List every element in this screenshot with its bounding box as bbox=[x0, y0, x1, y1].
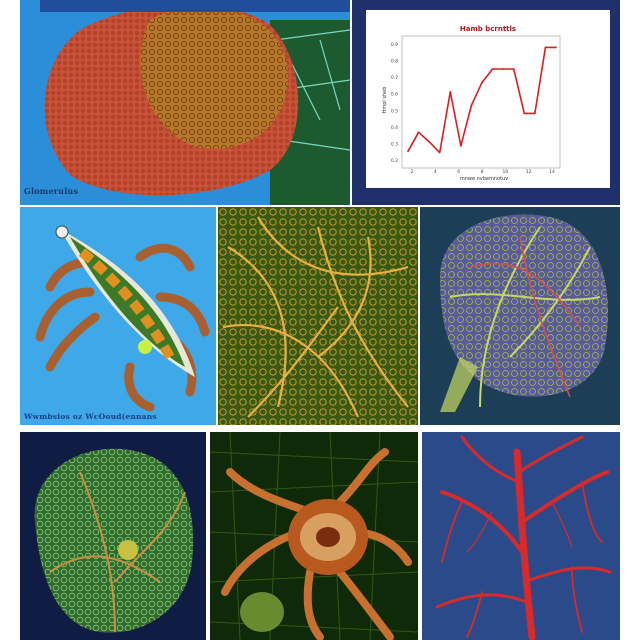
chart-data-point bbox=[502, 68, 505, 70]
chart-y-tick-label: 0.2 bbox=[391, 158, 398, 164]
chart-y-tick-label: 0.3 bbox=[391, 141, 398, 147]
red-vessels-illustration bbox=[422, 432, 620, 640]
chart-x-tick-label: 8 bbox=[481, 169, 484, 175]
green-network-illustration bbox=[20, 432, 206, 640]
chart-x-tick-label: 2 bbox=[411, 169, 414, 175]
chart-data-point bbox=[544, 46, 547, 49]
vein-network-image bbox=[420, 207, 620, 425]
chart-data-point bbox=[470, 104, 473, 107]
chart-title: Hamb bcrnttls bbox=[460, 25, 516, 33]
kidney-tissue-image: Glomerulus bbox=[20, 0, 350, 205]
chart-y-tick-label: 0.4 bbox=[391, 125, 398, 131]
line-chart-panel: Hamb bcrnttls Hmpl sheb mnwe nvbemnotuv … bbox=[352, 0, 620, 205]
golden-network-image bbox=[218, 207, 418, 425]
line-chart: Hamb bcrnttls Hmpl sheb mnwe nvbemnotuv … bbox=[352, 0, 620, 205]
golden-cell-illustration bbox=[210, 432, 418, 640]
kidney-tissue-illustration bbox=[20, 0, 350, 205]
chart-background bbox=[366, 10, 610, 188]
chart-x-tick-label: 6 bbox=[457, 169, 460, 175]
chart-plot-frame bbox=[401, 35, 561, 169]
chart-x-tick-label: 10 bbox=[502, 169, 508, 175]
chart-y-tick-label: 0.6 bbox=[391, 92, 398, 98]
chart-data-point bbox=[438, 151, 441, 154]
chart-data-point bbox=[428, 140, 431, 143]
chart-x-tick-label: 12 bbox=[526, 169, 532, 175]
chart-y-tick-label: 0.8 bbox=[391, 59, 398, 65]
chart-data-point bbox=[417, 131, 420, 134]
golden-cell-image bbox=[210, 432, 418, 640]
organism-caption: Wwmbsios oz WcOoud(ennans bbox=[24, 412, 157, 421]
chart-data-point bbox=[459, 144, 462, 147]
chart-x-label: mnwe nvbemnotuv bbox=[460, 176, 508, 182]
chart-data-point bbox=[449, 90, 452, 93]
chart-y-tick-label: 0.5 bbox=[391, 108, 398, 114]
chart-y-label: Hmpl sheb bbox=[382, 87, 388, 114]
chart-y-tick-label: 0.7 bbox=[391, 75, 398, 81]
green-network-image bbox=[20, 432, 206, 640]
glomerulus-caption: Glomerulus bbox=[24, 186, 79, 196]
chart-data-point bbox=[491, 68, 494, 70]
golden-network-illustration bbox=[218, 207, 418, 425]
organism-image: Wwmbsios oz WcOoud(ennans bbox=[20, 207, 216, 425]
red-vessels-image bbox=[422, 432, 620, 640]
vein-network-illustration bbox=[420, 207, 620, 425]
chart-data-point bbox=[481, 81, 483, 84]
chart-data-point bbox=[533, 112, 536, 115]
chart-data-point bbox=[407, 150, 409, 153]
chart-y-tick-label: 0.9 bbox=[391, 42, 398, 48]
chart-data-point bbox=[555, 46, 557, 49]
chart-data-point bbox=[523, 112, 526, 115]
organism-illustration bbox=[20, 207, 216, 425]
chart-x-tick-label: 4 bbox=[434, 169, 437, 175]
chart-x-tick-label: 14 bbox=[549, 169, 555, 175]
chart-data-point bbox=[512, 68, 515, 70]
